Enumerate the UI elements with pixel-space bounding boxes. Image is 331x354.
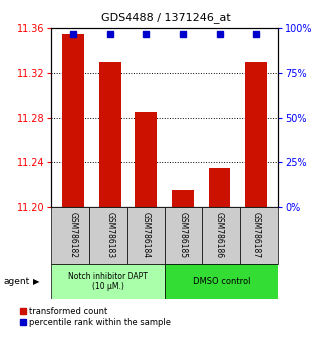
Text: GDS4488 / 1371246_at: GDS4488 / 1371246_at bbox=[101, 12, 230, 23]
Bar bbox=[62, 34, 84, 207]
Bar bbox=[203, 207, 240, 264]
Text: ▶: ▶ bbox=[33, 277, 40, 286]
Bar bbox=[99, 62, 121, 207]
Text: GSM786182: GSM786182 bbox=[69, 212, 78, 258]
Bar bbox=[209, 168, 230, 207]
Bar bbox=[135, 112, 157, 207]
Text: GSM786184: GSM786184 bbox=[142, 212, 151, 258]
Bar bbox=[89, 207, 127, 264]
Bar bbox=[127, 207, 165, 264]
Bar bbox=[240, 207, 278, 264]
Legend: transformed count, percentile rank within the sample: transformed count, percentile rank withi… bbox=[21, 307, 171, 327]
Bar bbox=[245, 62, 267, 207]
Bar bbox=[165, 264, 278, 299]
Bar bbox=[165, 207, 203, 264]
Text: agent: agent bbox=[3, 277, 29, 286]
Text: GSM786187: GSM786187 bbox=[252, 212, 260, 258]
Text: DMSO control: DMSO control bbox=[193, 277, 250, 286]
Bar bbox=[51, 264, 165, 299]
Text: Notch inhibitor DAPT
(10 μM.): Notch inhibitor DAPT (10 μM.) bbox=[68, 272, 148, 291]
Bar bbox=[172, 190, 194, 207]
Text: GSM786186: GSM786186 bbox=[215, 212, 224, 258]
Bar bbox=[51, 207, 89, 264]
Text: GSM786183: GSM786183 bbox=[105, 212, 114, 258]
Text: GSM786185: GSM786185 bbox=[178, 212, 187, 258]
